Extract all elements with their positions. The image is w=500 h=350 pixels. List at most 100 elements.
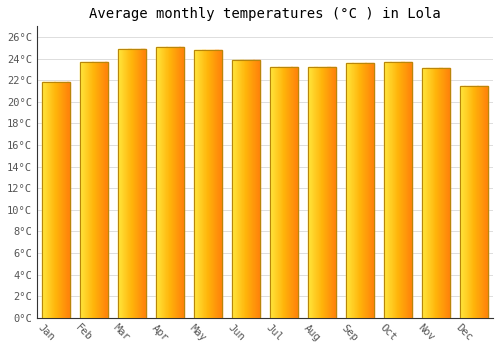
Bar bbox=[68, 83, 69, 318]
Bar bbox=[396, 62, 398, 318]
Bar bbox=[360, 63, 362, 318]
Bar bbox=[136, 49, 138, 318]
Bar bbox=[163, 47, 164, 318]
Bar bbox=[246, 60, 248, 318]
Bar bbox=[428, 68, 430, 318]
Bar bbox=[280, 67, 281, 318]
Bar bbox=[95, 62, 96, 318]
Bar bbox=[317, 67, 318, 318]
Bar bbox=[410, 62, 411, 318]
Bar bbox=[100, 62, 102, 318]
Bar bbox=[203, 50, 204, 318]
Bar bbox=[295, 67, 296, 318]
Bar bbox=[270, 67, 271, 318]
Bar bbox=[140, 49, 141, 318]
Bar bbox=[169, 47, 170, 318]
Bar bbox=[82, 62, 83, 318]
Bar bbox=[250, 60, 252, 318]
Bar bbox=[85, 62, 86, 318]
Bar bbox=[158, 47, 159, 318]
Bar bbox=[144, 49, 145, 318]
Bar bbox=[347, 63, 348, 318]
Bar bbox=[313, 67, 314, 318]
Bar bbox=[244, 60, 246, 318]
Bar bbox=[42, 83, 43, 318]
Bar bbox=[132, 49, 134, 318]
Bar bbox=[324, 67, 325, 318]
Bar bbox=[319, 67, 320, 318]
Bar bbox=[276, 67, 277, 318]
Bar bbox=[277, 67, 278, 318]
Bar bbox=[296, 67, 297, 318]
Bar bbox=[131, 49, 132, 318]
Bar bbox=[44, 83, 45, 318]
Bar bbox=[472, 86, 474, 318]
Bar bbox=[134, 49, 136, 318]
Bar bbox=[64, 83, 66, 318]
Bar bbox=[92, 62, 93, 318]
Bar bbox=[89, 62, 90, 318]
Bar bbox=[460, 86, 487, 318]
Bar bbox=[59, 83, 60, 318]
Bar bbox=[258, 60, 259, 318]
Bar bbox=[84, 62, 85, 318]
Bar bbox=[125, 49, 126, 318]
Bar bbox=[436, 68, 438, 318]
Bar bbox=[195, 50, 196, 318]
Bar bbox=[133, 49, 134, 318]
Bar bbox=[138, 49, 139, 318]
Bar bbox=[297, 67, 298, 318]
Title: Average monthly temperatures (°C ) in Lola: Average monthly temperatures (°C ) in Lo… bbox=[89, 7, 441, 21]
Bar bbox=[358, 63, 360, 318]
Bar bbox=[445, 68, 446, 318]
Bar bbox=[318, 67, 320, 318]
Bar bbox=[91, 62, 92, 318]
Bar bbox=[141, 49, 142, 318]
Bar bbox=[66, 83, 67, 318]
Bar bbox=[259, 60, 260, 318]
Bar bbox=[466, 86, 468, 318]
Bar bbox=[96, 62, 98, 318]
Bar bbox=[250, 60, 251, 318]
Bar bbox=[87, 62, 88, 318]
Bar bbox=[127, 49, 128, 318]
Bar bbox=[164, 47, 165, 318]
Bar bbox=[100, 62, 101, 318]
Bar bbox=[404, 62, 405, 318]
Bar bbox=[465, 86, 466, 318]
Bar bbox=[138, 49, 140, 318]
Bar bbox=[394, 62, 396, 318]
Bar bbox=[156, 47, 157, 318]
Bar bbox=[214, 50, 215, 318]
Bar bbox=[436, 68, 437, 318]
Bar bbox=[350, 63, 351, 318]
Bar bbox=[484, 86, 485, 318]
Bar bbox=[162, 47, 163, 318]
Bar bbox=[232, 60, 260, 318]
Bar bbox=[426, 68, 427, 318]
Bar bbox=[346, 63, 374, 318]
Bar bbox=[461, 86, 462, 318]
Bar bbox=[468, 86, 469, 318]
Bar bbox=[272, 67, 273, 318]
Bar bbox=[143, 49, 144, 318]
Bar bbox=[221, 50, 222, 318]
Bar bbox=[472, 86, 473, 318]
Bar bbox=[440, 68, 441, 318]
Bar bbox=[106, 62, 107, 318]
Bar bbox=[327, 67, 328, 318]
Bar bbox=[239, 60, 240, 318]
Bar bbox=[478, 86, 479, 318]
Bar bbox=[182, 47, 183, 318]
Bar bbox=[255, 60, 256, 318]
Bar bbox=[220, 50, 221, 318]
Bar bbox=[308, 67, 336, 318]
Bar bbox=[403, 62, 404, 318]
Bar bbox=[180, 47, 181, 318]
Bar bbox=[156, 47, 184, 318]
Bar bbox=[57, 83, 58, 318]
Bar bbox=[118, 49, 146, 318]
Bar bbox=[368, 63, 369, 318]
Bar bbox=[122, 49, 123, 318]
Bar bbox=[159, 47, 160, 318]
